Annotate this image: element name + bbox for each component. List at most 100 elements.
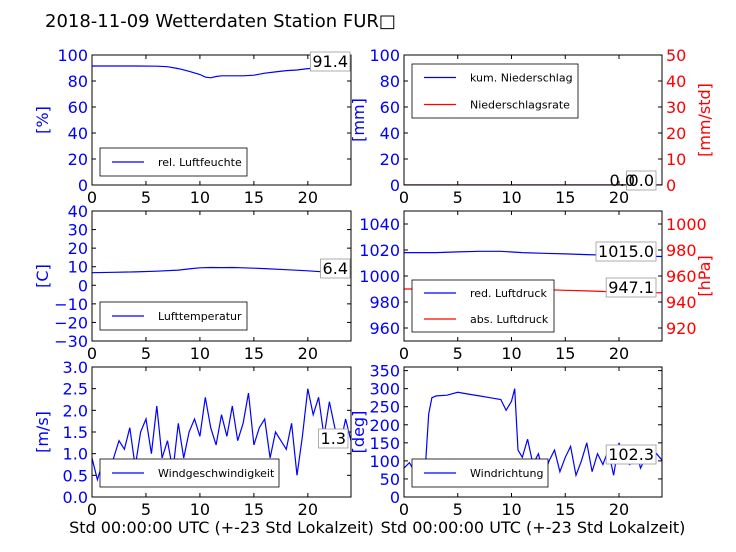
y-tick-label: 3.0 [63,358,88,377]
current-value-box: 102.3 [605,444,657,465]
current-value-box-text: 102.3 [608,445,654,464]
current-value-box-frame [309,51,351,72]
legend-label: Niederschlagsrate [470,99,570,112]
y2-tick-label: 940 [666,293,697,312]
x-tick-label: 0 [399,344,409,363]
x-tick-label: 5 [453,188,463,207]
y-tick-label: 1040 [359,215,400,234]
current-value-box-2: 0.0 [610,171,635,190]
current-value-box-frame [626,170,657,191]
y-tick-label: 10 [68,258,88,277]
plot-frame [403,366,663,498]
y-tick-label: 1.5 [63,423,88,442]
current-value-box: 1015.0 [595,241,657,262]
panel-precipitation: 0 5 10 15 20 0 20 40 60 80 100 0 10 20 30 40 50 [mm/std] [… [349,46,714,207]
current-value-box-2: 947.1 [605,277,657,298]
current-value-box-text: 1015.0 [598,242,654,261]
y-tick-label: 960 [369,319,400,338]
current-value-box: 6.4 [320,258,351,279]
current-value-box-2-frame [605,277,657,298]
y-tick-label: 300 [369,380,400,399]
y-tick-label: 60 [380,98,400,117]
x-tick-label: 15 [244,344,264,363]
y-tick-label: 2.5 [63,380,88,399]
current-value-box-text: 0.0 [629,171,654,190]
y-tick-label: 60 [68,98,88,117]
y-tick-label: 250 [369,398,400,417]
y-tick-label: 0.0 [63,488,88,507]
y-tick-label: 1.0 [63,445,88,464]
legend-label: Windrichtung [470,467,543,480]
y-tick-label: 0 [390,488,400,507]
y2-tick-label: 1000 [666,215,707,234]
current-value-box-text: 1.3 [321,429,346,448]
x-tick-label: 15 [244,188,264,207]
legend-box [411,63,579,119]
y-tick-label: −30 [54,332,88,351]
x-axis-label: Std 00:00:00 UTC (+-23 Std Lokalzeit) [69,518,374,537]
y2-tick-label: 920 [666,319,697,338]
x-tick-label: 0 [399,188,409,207]
x-tick-label: 5 [141,500,151,519]
y2-tick-label: 10 [666,150,686,169]
legend-box [411,279,555,333]
legend-label: abs. Luftdruck [470,313,549,326]
current-value-box-frame [605,444,657,465]
panel-pressure: 0 5 10 15 20 960 980 1000 1020 1040 920 940 960 980 10… [359,210,714,363]
current-value-box: 0.0 [626,170,657,191]
current-value-box-frame [320,258,351,279]
x-tick-label: 10 [501,188,521,207]
panel-wind_speed: 0 5 10 15 20 0.0 0.5 1.0 1.5 2.0 2.5 3.0 [m/s] Std 00… [33,358,374,537]
plot-frame [91,54,352,186]
x-tick-label: 5 [141,188,151,207]
y-tick-label: 100 [369,46,400,65]
x-tick-label: 20 [298,500,318,519]
legend-label: Lufttemperatur [158,310,242,323]
x-tick-label: 5 [453,344,463,363]
plot-frame [403,54,663,186]
y-tick-label: 0.5 [63,466,88,485]
y-tick-label: 0 [390,176,400,195]
y-tick-label: 1020 [359,241,400,260]
y-axis-label: [deg] [349,411,368,454]
current-value-box-frame [595,241,657,262]
y2-tick-label: 0 [666,176,676,195]
y-tick-label: 980 [369,293,400,312]
plot-frame [91,210,352,342]
x-tick-label: 0 [87,188,97,207]
current-value-box: 1.3 [318,428,349,449]
y-tick-label: 80 [380,72,400,91]
current-value-box-2-text: 0.0 [610,171,635,190]
x-tick-label: 5 [453,500,463,519]
y-axis-label: [mm] [349,98,368,142]
y2-tick-label: 20 [666,124,686,143]
y2-tick-label: 40 [666,72,686,91]
y-tick-label: 80 [68,72,88,91]
y-tick-label: 0 [78,276,88,295]
current-value-box-text: 6.4 [323,259,348,278]
y-axis-label: [C] [33,264,52,288]
y2-axis-label: [mm/std] [695,83,714,157]
x-tick-label: 20 [609,188,629,207]
legend-label: Windgeschwindigkeit [158,467,275,480]
current-value-box-2-text: 947.1 [608,278,654,297]
y-tick-label: −20 [54,313,88,332]
x-tick-label: 10 [501,500,521,519]
y-tick-label: 30 [68,221,88,240]
legend-label: red. Luftdruck [470,287,547,300]
y-tick-label: 2.0 [63,401,88,420]
x-tick-label: 0 [87,344,97,363]
y-tick-label: 150 [369,434,400,453]
y2-axis-label: [hPa] [695,255,714,296]
y2-tick-label: 50 [666,46,686,65]
legend-label: rel. Luftfeuchte [158,156,242,169]
y-tick-label: 40 [68,124,88,143]
panel-temperature: 0 5 10 15 20−30−20−10010203040[C]Lufttempera… [33,202,352,363]
x-tick-label: 20 [609,500,629,519]
x-tick-label: 0 [87,500,97,519]
x-tick-label: 15 [555,500,575,519]
y-tick-label: 100 [57,46,88,65]
